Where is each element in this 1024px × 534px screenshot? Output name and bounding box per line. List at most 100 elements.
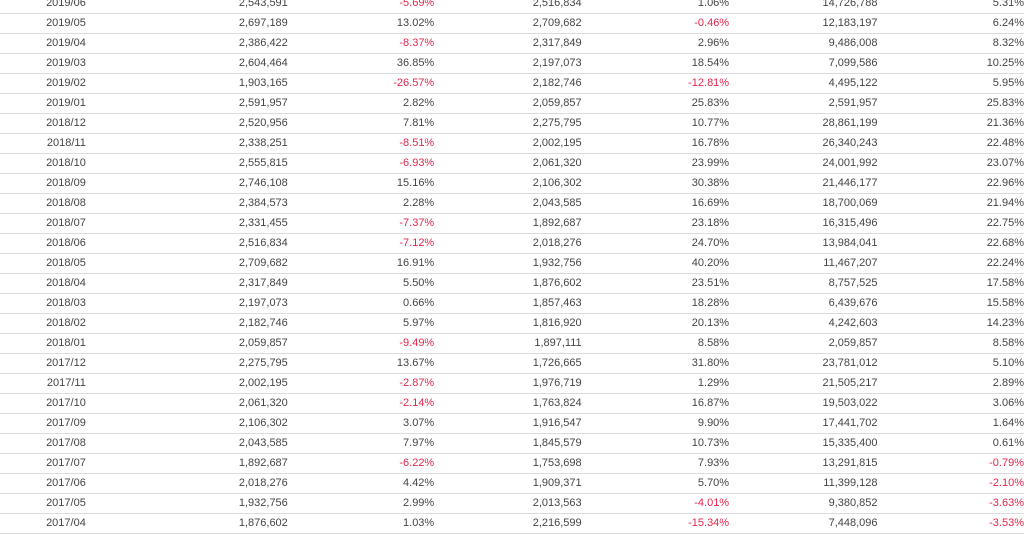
month-cell: 2019/03 xyxy=(0,53,86,74)
prev-year-revenue-cell: 2,059,857 xyxy=(434,93,582,114)
cumulative-yoy-cell: 8.58% xyxy=(877,333,1024,354)
cumulative-yoy-cell: 6.24% xyxy=(877,13,1024,34)
revenue-cell: 2,002,195 xyxy=(85,373,288,394)
mom-change-cell: -2.87% xyxy=(287,373,435,394)
mom-change-cell: 5.50% xyxy=(287,273,435,294)
revenue-cell: 2,275,795 xyxy=(85,353,288,374)
mom-change-cell: 7.81% xyxy=(287,113,435,134)
cumulative-yoy-cell: 25.83% xyxy=(877,93,1024,114)
cumulative-yoy-cell: 2.89% xyxy=(877,373,1024,394)
cumulative-revenue-cell: 7,099,586 xyxy=(729,53,878,74)
prev-year-revenue-cell: 1,892,687 xyxy=(434,213,582,234)
revenue-cell: 2,197,073 xyxy=(85,293,288,314)
table-row: 2017/04 1,876,602 1.03% 2,216,599 -15.34% 7,4… xyxy=(0,513,1024,534)
cumulative-yoy-cell: 10.25% xyxy=(877,53,1024,74)
yoy-change-cell: 16.87% xyxy=(581,393,730,414)
mom-change-cell: 2.28% xyxy=(287,193,435,214)
prev-year-revenue-cell: 1,763,824 xyxy=(434,393,582,414)
cumulative-yoy-cell: 15.58% xyxy=(877,293,1024,314)
month-cell: 2018/05 xyxy=(0,253,86,274)
prev-year-revenue-cell: 2,216,599 xyxy=(434,513,582,534)
cumulative-revenue-cell: 21,446,177 xyxy=(729,173,878,194)
prev-year-revenue-cell: 2,018,276 xyxy=(434,233,582,254)
month-cell: 2018/11 xyxy=(0,133,86,154)
yoy-change-cell: 23.51% xyxy=(581,273,730,294)
mom-change-cell: -5.69% xyxy=(287,0,435,14)
table-row: 2019/02 1,903,165 -26.57% 2,182,746 -12.81% 4… xyxy=(0,73,1024,94)
cumulative-revenue-cell: 7,448,096 xyxy=(729,513,878,534)
mom-change-cell: 4.42% xyxy=(287,473,435,494)
table-row: 2019/04 2,386,422 -8.37% 2,317,849 2.96% 9,48… xyxy=(0,33,1024,54)
prev-year-revenue-cell: 1,857,463 xyxy=(434,293,582,314)
prev-year-revenue-cell: 1,726,665 xyxy=(434,353,582,374)
cumulative-revenue-cell: 13,291,815 xyxy=(729,453,878,474)
prev-year-revenue-cell: 2,182,746 xyxy=(434,73,582,94)
mom-change-cell: 16.91% xyxy=(287,253,435,274)
mom-change-cell: -8.37% xyxy=(287,33,435,54)
revenue-cell: 2,338,251 xyxy=(85,133,288,154)
revenue-cell: 2,061,320 xyxy=(85,393,288,414)
mom-change-cell: -7.12% xyxy=(287,233,435,254)
mom-change-cell: 36.85% xyxy=(287,53,435,74)
month-cell: 2018/09 xyxy=(0,173,86,194)
revenue-cell: 1,892,687 xyxy=(85,453,288,474)
yoy-change-cell: 16.78% xyxy=(581,133,730,154)
cumulative-yoy-cell: 22.68% xyxy=(877,233,1024,254)
month-cell: 2019/06 xyxy=(0,0,86,14)
table-row: 2019/03 2,604,464 36.85% 2,197,073 18.54% 7,0… xyxy=(0,53,1024,74)
cumulative-revenue-cell: 9,380,852 xyxy=(729,493,878,514)
table-row: 2017/11 2,002,195 -2.87% 1,976,719 1.29% 21,5… xyxy=(0,373,1024,394)
month-cell: 2018/04 xyxy=(0,273,86,294)
yoy-change-cell: 16.69% xyxy=(581,193,730,214)
yoy-change-cell: -0.46% xyxy=(581,13,730,34)
prev-year-revenue-cell: 2,002,195 xyxy=(434,133,582,154)
month-cell: 2018/01 xyxy=(0,333,86,354)
prev-year-revenue-cell: 1,916,547 xyxy=(434,413,582,434)
cumulative-yoy-cell: 5.10% xyxy=(877,353,1024,374)
cumulative-yoy-cell: -0.79% xyxy=(877,453,1024,474)
revenue-cell: 2,317,849 xyxy=(85,273,288,294)
table-row: 2018/11 2,338,251 -8.51% 2,002,195 16.78% 26,… xyxy=(0,133,1024,154)
revenue-cell: 2,604,464 xyxy=(85,53,288,74)
revenue-cell: 2,059,857 xyxy=(85,333,288,354)
cumulative-yoy-cell: 8.32% xyxy=(877,33,1024,54)
cumulative-yoy-cell: 23.07% xyxy=(877,153,1024,174)
revenue-cell: 2,182,746 xyxy=(85,313,288,334)
cumulative-revenue-cell: 4,495,122 xyxy=(729,73,878,94)
prev-year-revenue-cell: 1,909,371 xyxy=(434,473,582,494)
mom-change-cell: -26.57% xyxy=(287,73,435,94)
mom-change-cell: 1.03% xyxy=(287,513,435,534)
cumulative-revenue-cell: 18,700,069 xyxy=(729,193,878,214)
month-cell: 2017/06 xyxy=(0,473,86,494)
revenue-cell: 2,697,189 xyxy=(85,13,288,34)
cumulative-revenue-cell: 12,183,197 xyxy=(729,13,878,34)
prev-year-revenue-cell: 1,897,111 xyxy=(434,333,582,354)
cumulative-revenue-cell: 28,861,199 xyxy=(729,113,878,134)
table-row: 2018/04 2,317,849 5.50% 1,876,602 23.51% 8,75… xyxy=(0,273,1024,294)
cumulative-revenue-cell: 2,059,857 xyxy=(729,333,878,354)
month-cell: 2018/02 xyxy=(0,313,86,334)
month-cell: 2019/01 xyxy=(0,93,86,114)
mom-change-cell: 0.66% xyxy=(287,293,435,314)
mom-change-cell: 2.99% xyxy=(287,493,435,514)
cumulative-revenue-cell: 21,505,217 xyxy=(729,373,878,394)
month-cell: 2018/03 xyxy=(0,293,86,314)
cumulative-yoy-cell: -2.10% xyxy=(877,473,1024,494)
yoy-change-cell: 23.99% xyxy=(581,153,730,174)
yoy-change-cell: 30.38% xyxy=(581,173,730,194)
revenue-cell: 2,543,591 xyxy=(85,0,288,14)
revenue-cell: 2,043,585 xyxy=(85,433,288,454)
prev-year-revenue-cell: 2,275,795 xyxy=(434,113,582,134)
prev-year-revenue-cell: 2,516,834 xyxy=(434,0,582,14)
cumulative-yoy-cell: 22.75% xyxy=(877,213,1024,234)
table-row: 2017/05 1,932,756 2.99% 2,013,563 -4.01% 9,38… xyxy=(0,493,1024,514)
cumulative-revenue-cell: 19,503,022 xyxy=(729,393,878,414)
table-row: 2019/05 2,697,189 13.02% 2,709,682 -0.46% 12,… xyxy=(0,13,1024,34)
table-row: 2018/07 2,331,455 -7.37% 1,892,687 23.18% 16,… xyxy=(0,213,1024,234)
cumulative-yoy-cell: 22.24% xyxy=(877,253,1024,274)
table-row: 2018/09 2,746,108 15.16% 2,106,302 30.38% 21,… xyxy=(0,173,1024,194)
month-cell: 2018/07 xyxy=(0,213,86,234)
month-cell: 2019/04 xyxy=(0,33,86,54)
cumulative-yoy-cell: 17.58% xyxy=(877,273,1024,294)
cumulative-yoy-cell: 21.36% xyxy=(877,113,1024,134)
